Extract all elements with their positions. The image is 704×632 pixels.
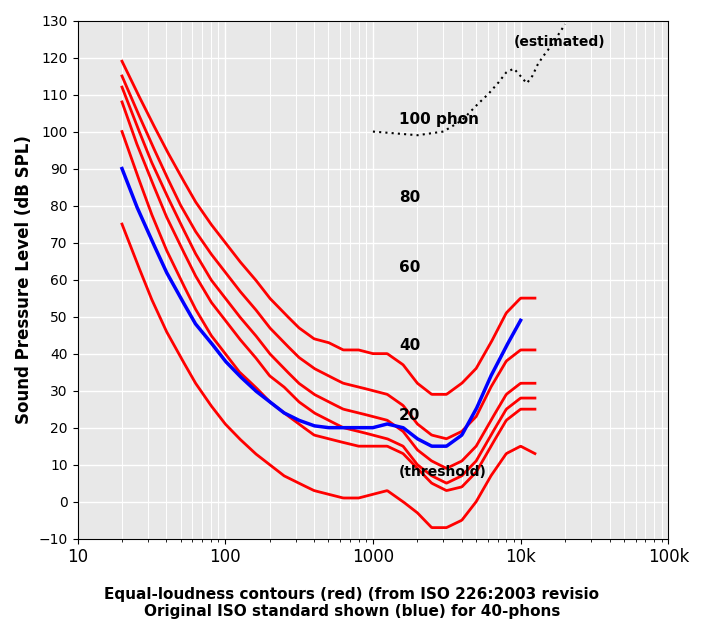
Text: (threshold): (threshold) bbox=[399, 465, 486, 479]
Text: (estimated): (estimated) bbox=[514, 35, 605, 49]
Y-axis label: Sound Pressure Level (dB SPL): Sound Pressure Level (dB SPL) bbox=[15, 135, 33, 424]
Text: 20: 20 bbox=[399, 408, 420, 423]
Text: 60: 60 bbox=[399, 260, 420, 275]
Text: 40: 40 bbox=[399, 338, 420, 353]
Text: Equal-loudness contours (red) (from ISO 226:2003 revisio
Original ISO standard s: Equal-loudness contours (red) (from ISO … bbox=[104, 587, 600, 619]
Text: 100 phon: 100 phon bbox=[399, 112, 479, 127]
Text: 80: 80 bbox=[399, 190, 420, 205]
